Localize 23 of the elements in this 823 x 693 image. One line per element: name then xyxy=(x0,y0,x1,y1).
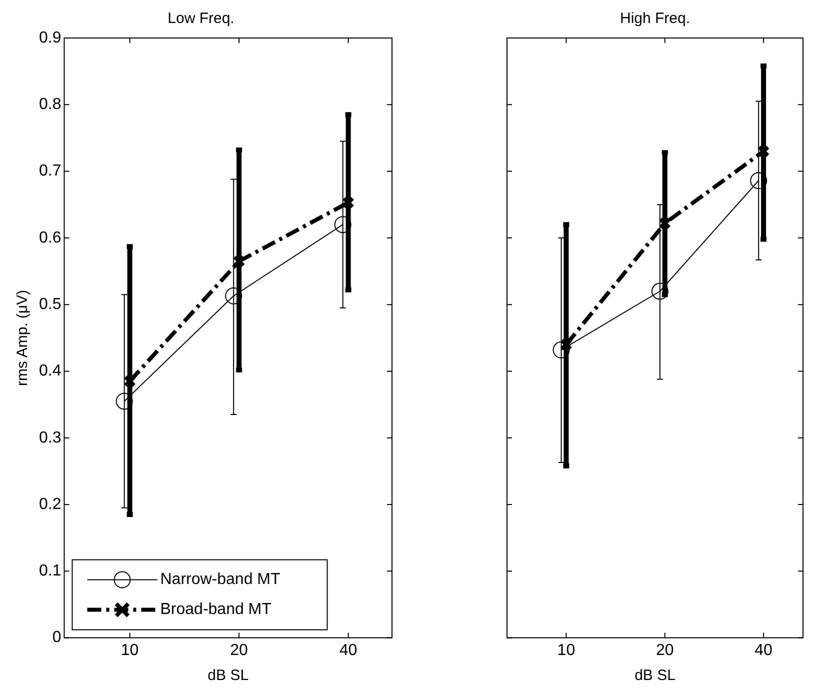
y-tick-label: 0.6 xyxy=(38,229,62,246)
x-tick-label: 10 xyxy=(557,642,576,659)
legend-label: Broad-band MT xyxy=(160,601,272,618)
y-tick-label: 0.5 xyxy=(38,296,62,313)
chart-title: Low Freq. xyxy=(168,10,234,28)
y-tick-label: 0.4 xyxy=(38,362,62,380)
y-tick-label: 0.7 xyxy=(38,162,62,180)
y-tick-label: 0.1 xyxy=(38,562,62,580)
x-tick-label: 20 xyxy=(230,642,248,659)
x-tick-label: 40 xyxy=(754,642,773,659)
y-axis-title: rms Amp. (μV) xyxy=(14,290,32,386)
chart-title: High Freq. xyxy=(620,10,690,28)
y-tick-label: 0.9 xyxy=(38,29,62,46)
x-tick-label: 40 xyxy=(339,642,358,659)
x-axis-title: dB SL xyxy=(634,667,676,684)
x-tick-label: 20 xyxy=(656,642,674,659)
y-tick-label: 0.2 xyxy=(38,496,62,513)
y-tick-label: 0.3 xyxy=(38,429,62,446)
legend-label: Narrow-band MT xyxy=(160,571,280,588)
x-axis-title: dB SL xyxy=(208,667,249,684)
y-tick-label: 0.8 xyxy=(38,96,62,114)
x-tick-label: 10 xyxy=(120,642,139,659)
y-tick-label: 0 xyxy=(52,629,62,646)
